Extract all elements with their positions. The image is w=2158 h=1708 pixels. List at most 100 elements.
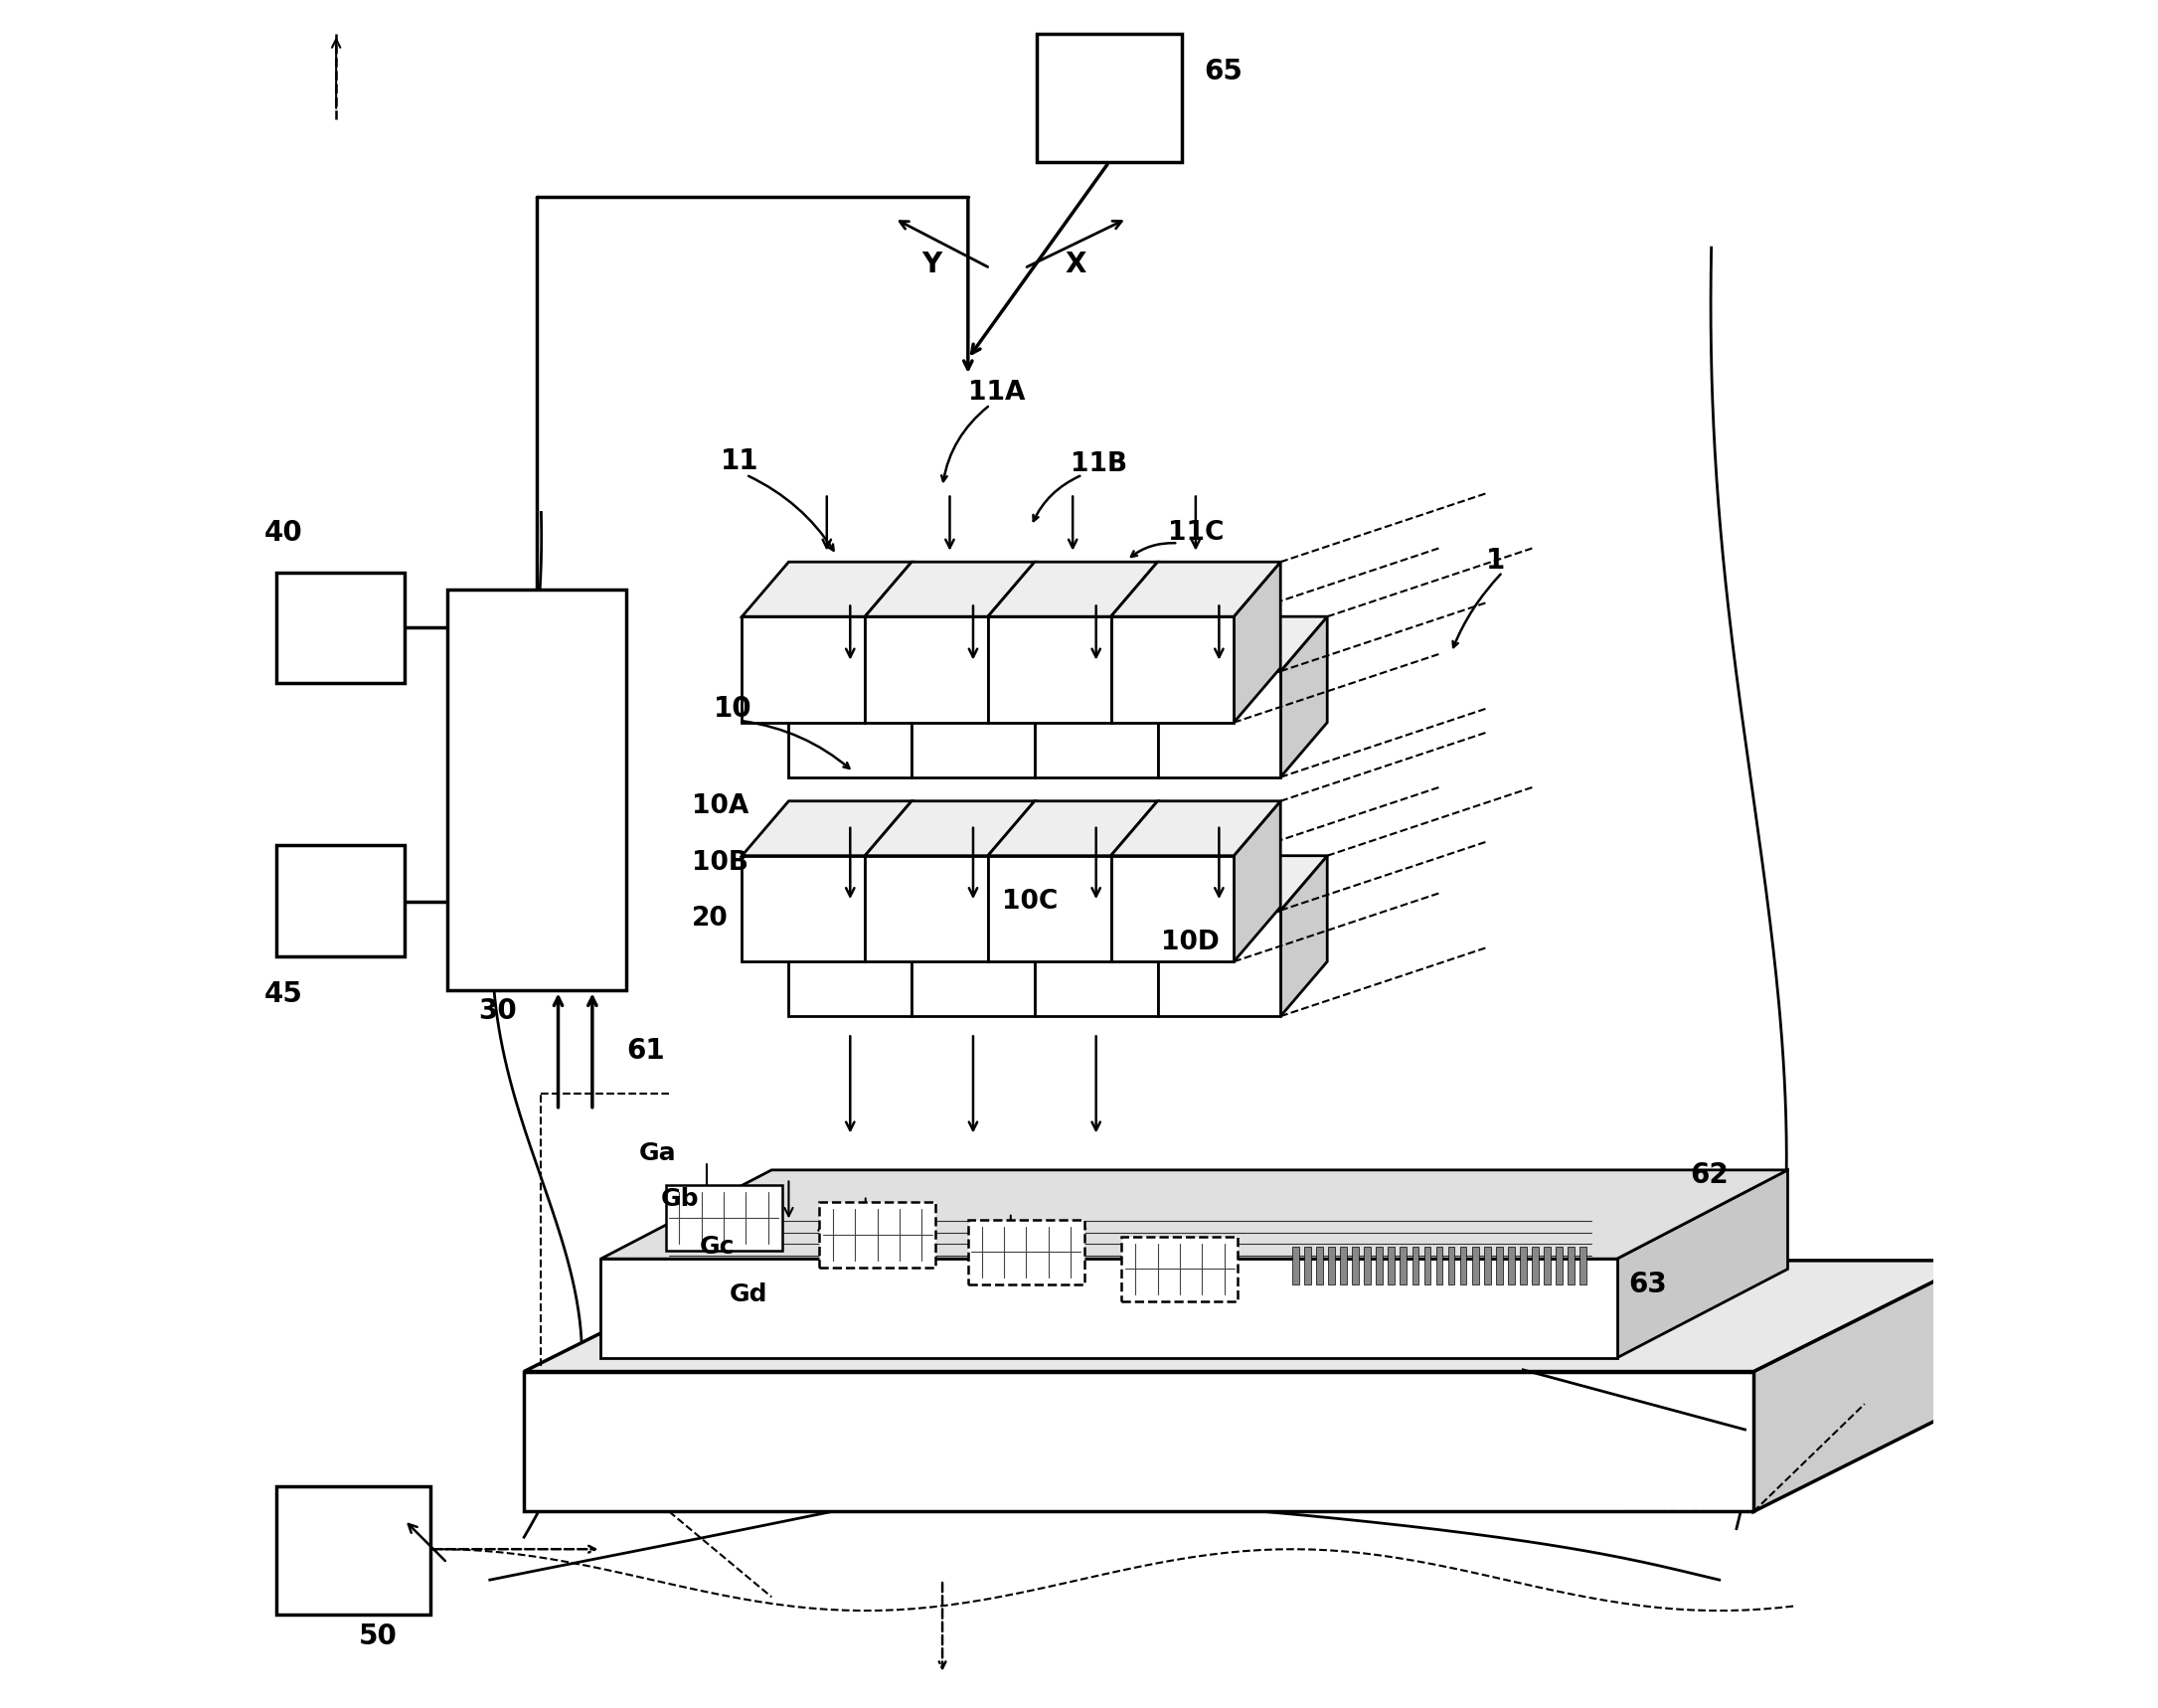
- Text: 61: 61: [626, 1037, 665, 1064]
- Bar: [1411, 1247, 1418, 1284]
- Bar: [1424, 1247, 1431, 1284]
- Text: 11A: 11A: [969, 379, 1025, 407]
- Bar: [1316, 1247, 1323, 1284]
- Polygon shape: [788, 671, 911, 777]
- Text: 10A: 10A: [691, 793, 749, 820]
- Polygon shape: [988, 617, 1111, 722]
- Polygon shape: [742, 562, 911, 617]
- Polygon shape: [1034, 910, 1157, 1016]
- Bar: [1340, 1247, 1347, 1284]
- Polygon shape: [742, 801, 911, 856]
- Polygon shape: [1111, 562, 1280, 617]
- Polygon shape: [1157, 856, 1204, 1016]
- Bar: [1388, 1247, 1394, 1284]
- Text: 63: 63: [1629, 1271, 1668, 1298]
- Bar: [1036, 34, 1180, 162]
- Polygon shape: [788, 856, 958, 910]
- Bar: [1580, 1247, 1586, 1284]
- Text: Gc: Gc: [699, 1235, 736, 1259]
- Bar: [1495, 1247, 1502, 1284]
- Text: 40: 40: [265, 519, 302, 547]
- Polygon shape: [1157, 617, 1327, 671]
- Bar: [1435, 1247, 1444, 1284]
- Bar: [665, 1185, 781, 1250]
- Polygon shape: [1111, 617, 1234, 722]
- Polygon shape: [1034, 617, 1204, 671]
- Polygon shape: [1280, 617, 1327, 777]
- Polygon shape: [911, 910, 1034, 1016]
- Polygon shape: [1157, 910, 1280, 1016]
- Text: 10C: 10C: [1001, 888, 1057, 915]
- Polygon shape: [1754, 1261, 1975, 1512]
- Text: 45: 45: [265, 980, 302, 1008]
- Bar: [1329, 1247, 1336, 1284]
- Polygon shape: [988, 801, 1034, 962]
- Bar: [820, 1202, 937, 1267]
- Polygon shape: [865, 617, 988, 722]
- Polygon shape: [988, 801, 1157, 856]
- Polygon shape: [1157, 856, 1327, 910]
- Polygon shape: [988, 562, 1157, 617]
- Bar: [1122, 1237, 1239, 1301]
- Bar: [276, 1486, 429, 1614]
- Text: 10B: 10B: [691, 849, 749, 876]
- Polygon shape: [988, 562, 1034, 722]
- Polygon shape: [1234, 562, 1280, 722]
- Polygon shape: [1111, 801, 1157, 962]
- Polygon shape: [742, 856, 865, 962]
- Text: 10D: 10D: [1161, 929, 1219, 956]
- Bar: [1532, 1247, 1539, 1284]
- Bar: [1567, 1247, 1573, 1284]
- Text: Y: Y: [921, 251, 943, 278]
- Polygon shape: [1157, 617, 1204, 777]
- Text: 11: 11: [721, 447, 760, 475]
- Polygon shape: [1616, 1170, 1787, 1358]
- Text: Ga: Ga: [639, 1141, 675, 1165]
- Bar: [447, 589, 626, 991]
- Text: 30: 30: [477, 997, 516, 1025]
- Polygon shape: [600, 1170, 1787, 1259]
- Polygon shape: [524, 1372, 1754, 1512]
- Text: 62: 62: [1690, 1161, 1729, 1189]
- Polygon shape: [988, 856, 1111, 962]
- Bar: [1293, 1247, 1299, 1284]
- Polygon shape: [524, 1261, 1975, 1372]
- Polygon shape: [1280, 856, 1327, 1016]
- Text: X: X: [1066, 251, 1088, 278]
- Bar: [1377, 1247, 1383, 1284]
- Polygon shape: [788, 910, 911, 1016]
- Polygon shape: [742, 617, 865, 722]
- Bar: [1485, 1247, 1491, 1284]
- Bar: [1364, 1247, 1370, 1284]
- Polygon shape: [1034, 856, 1204, 910]
- Polygon shape: [911, 856, 1081, 910]
- Polygon shape: [911, 617, 958, 777]
- Polygon shape: [1157, 671, 1280, 777]
- Polygon shape: [1034, 856, 1081, 1016]
- Polygon shape: [1111, 801, 1280, 856]
- Bar: [1519, 1247, 1526, 1284]
- Bar: [1448, 1247, 1454, 1284]
- Polygon shape: [865, 801, 1034, 856]
- Polygon shape: [911, 671, 1034, 777]
- Bar: [1543, 1247, 1549, 1284]
- Bar: [1401, 1247, 1407, 1284]
- Polygon shape: [911, 617, 1081, 671]
- Text: Gd: Gd: [729, 1283, 768, 1307]
- Polygon shape: [865, 562, 1034, 617]
- Polygon shape: [911, 856, 958, 1016]
- Polygon shape: [1111, 562, 1157, 722]
- Bar: [1556, 1247, 1562, 1284]
- Polygon shape: [788, 617, 958, 671]
- Bar: [1303, 1247, 1312, 1284]
- Bar: [1472, 1247, 1478, 1284]
- Text: 20: 20: [691, 905, 727, 933]
- Polygon shape: [1234, 801, 1280, 962]
- Text: Gb: Gb: [660, 1187, 699, 1211]
- Text: 10: 10: [714, 695, 751, 722]
- Text: 11C: 11C: [1167, 519, 1224, 547]
- Bar: [1459, 1247, 1467, 1284]
- Polygon shape: [865, 856, 988, 962]
- Text: 50: 50: [358, 1623, 397, 1650]
- Bar: [276, 572, 404, 683]
